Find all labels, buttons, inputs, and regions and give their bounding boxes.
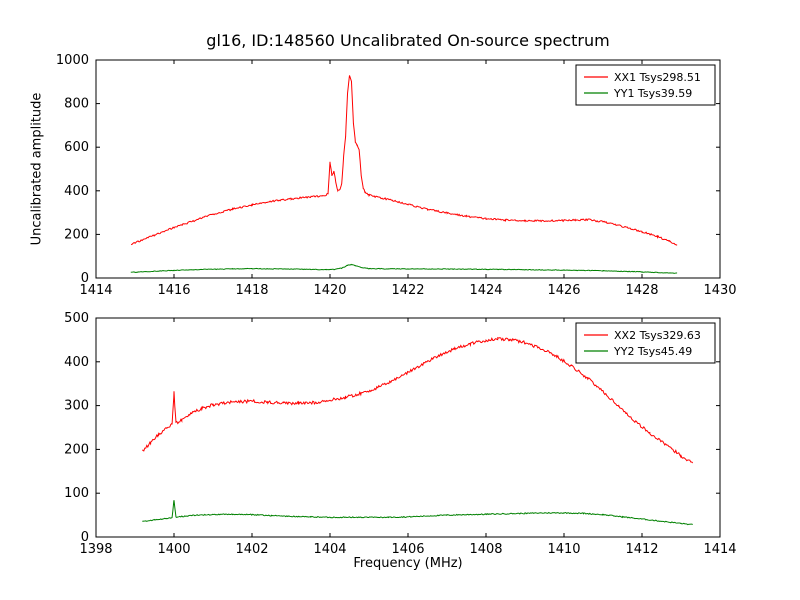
y-tick-label: 100 [64, 486, 89, 501]
x-tick-label: 1426 [547, 283, 580, 298]
x-tick-label: 1420 [313, 283, 346, 298]
x-tick-label: 1422 [391, 283, 424, 298]
legend-label: YY2 Tsys45.49 [613, 345, 692, 358]
bottom-subplot: 1398 1400 1402 1404 1406 1408 1410 1412 1414 0 100… [64, 311, 736, 557]
x-tick-label: 1400 [157, 542, 190, 557]
top-subplot: 1414 1416 1418 1420 1422 1424 1426 1428 1430 0 200… [56, 53, 737, 298]
x-tick-label: 1414 [703, 542, 736, 557]
x-tick-label: 1412 [625, 542, 658, 557]
series-line [130, 263, 678, 274]
series-line [130, 75, 678, 246]
y-tick-label: 800 [64, 97, 89, 112]
series-line [142, 500, 693, 526]
x-tick-label: 1418 [235, 283, 268, 298]
y-tick-label: 200 [64, 442, 89, 457]
x-tick-label: 1408 [469, 542, 502, 557]
x-tick-label: 1402 [235, 542, 268, 557]
x-tick-label: 1414 [79, 283, 112, 298]
legend-box [575, 322, 716, 364]
y-tick-label: 0 [81, 530, 89, 545]
x-tick-label: 1406 [391, 542, 424, 557]
y-tick-label: 400 [64, 355, 89, 370]
legend-label: YY1 Tsys39.59 [613, 87, 692, 100]
legend-label: XX1 Tsys298.51 [614, 71, 701, 84]
y-tick-label: 0 [81, 271, 89, 286]
y-tick-label: 200 [64, 227, 89, 242]
y-tick-label: 1000 [56, 53, 89, 68]
x-tick-label: 1410 [547, 542, 580, 557]
x-tick-label: 1404 [313, 542, 346, 557]
x-tick-label: 1416 [157, 283, 190, 298]
x-tick-label: 1428 [625, 283, 658, 298]
legend-label: XX2 Tsys329.63 [614, 329, 701, 342]
y-tick-label: 500 [64, 311, 89, 326]
chart-title: gl16, ID:148560 Uncalibrated On-source s… [206, 31, 610, 50]
y-tick-label: 400 [64, 184, 89, 199]
series-line [142, 336, 694, 464]
x-tick-label: 1398 [79, 542, 112, 557]
x-tick-label: 1430 [703, 283, 736, 298]
y-tick-label: 600 [64, 140, 89, 155]
legend-box [575, 64, 716, 106]
x-tick-label: 1424 [469, 283, 502, 298]
x-axis-label: Frequency (MHz) [353, 556, 463, 571]
y-tick-label: 300 [64, 399, 89, 414]
